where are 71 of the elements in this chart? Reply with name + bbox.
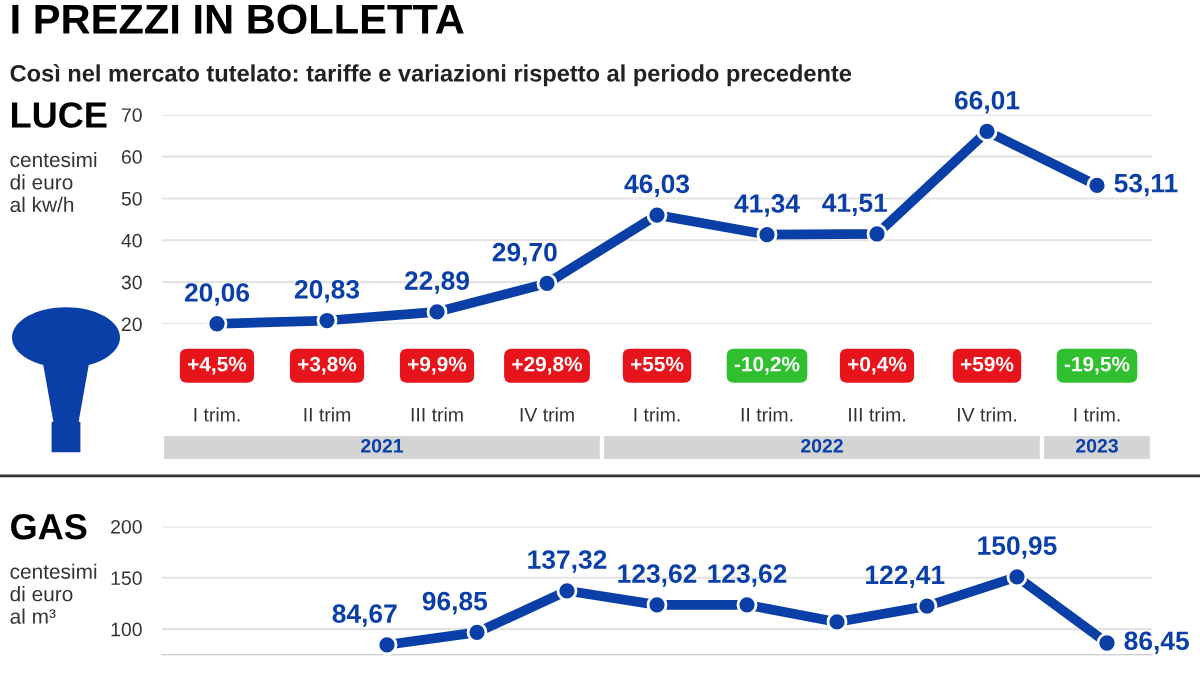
point: [736, 594, 758, 616]
point: [1086, 175, 1108, 196]
y-tick-label: 60: [121, 150, 142, 164]
x-tick-label: II trim.: [741, 407, 793, 422]
data-label: 96,85: [422, 591, 488, 615]
data-label: 86,45: [1124, 631, 1189, 654]
text: Così nel mercato tutelato: tariffe e variazioni rispetto al periodo precedente: [10, 64, 852, 87]
x-tick-label: I trim.: [1074, 407, 1120, 422]
data-label: 29,70: [492, 242, 557, 266]
point: [646, 594, 668, 616]
data-label: 20,06: [184, 283, 250, 306]
point: [316, 310, 338, 331]
data-label: 41,51: [822, 193, 888, 216]
x-tick-label: IV trim: [520, 407, 574, 422]
data-label: 150,95: [978, 536, 1057, 559]
point: [426, 301, 448, 323]
text: -10,2%: [734, 356, 800, 375]
y-tick-label: 20: [121, 317, 142, 332]
data-label: 66,01: [954, 90, 1020, 114]
point: [1096, 632, 1118, 654]
x-tick-label: II trim: [304, 407, 351, 422]
text: 2023: [1076, 438, 1118, 453]
point: [756, 224, 778, 246]
data-label: 46,03: [624, 174, 690, 198]
x-tick-label: III trim.: [849, 407, 905, 422]
text: 2021: [361, 438, 404, 453]
data-label: 137,32: [528, 550, 607, 573]
data-label: 123,62: [708, 564, 787, 587]
y-tick-label: 150: [111, 571, 142, 586]
chart-title: GAS: [11, 513, 87, 540]
point: [536, 272, 558, 294]
x-tick-label: III trim: [411, 407, 463, 422]
y-tick-label: 100: [111, 622, 142, 637]
text: I PREZZI IN BOLLETTA: [12, 4, 464, 34]
data-label: 123,62: [618, 564, 697, 587]
text: +55%: [630, 356, 684, 372]
point: [556, 580, 578, 602]
y-axis-title: centesimi di euro al m³: [10, 563, 97, 624]
data-label: 22,89: [404, 271, 470, 294]
y-tick-label: 40: [121, 233, 142, 248]
y-tick-label: 30: [121, 275, 142, 290]
text: +59%: [960, 356, 1014, 372]
y-tick-label: 50: [121, 191, 142, 206]
text: +9,9%: [408, 356, 467, 375]
point: [916, 595, 938, 617]
x-tick-label: IV trim.: [958, 407, 1017, 422]
point: [206, 313, 228, 335]
data-label: 84,67: [332, 604, 397, 627]
point: [866, 223, 888, 245]
data-label: 122,41: [866, 565, 945, 589]
y-tick-label: 70: [121, 108, 142, 122]
text: +4,5%: [188, 356, 247, 375]
text: 2022: [801, 438, 843, 453]
text: +0,4%: [848, 356, 907, 375]
point: [466, 621, 488, 643]
point: [376, 634, 398, 656]
data-label: 20,83: [294, 279, 360, 303]
text: -19,5%: [1064, 356, 1130, 375]
point: [646, 204, 668, 226]
data-label: 53,11: [1114, 173, 1178, 197]
point: [976, 121, 998, 142]
chart-title: LUCE: [12, 102, 107, 128]
point: [826, 611, 848, 633]
x-tick-label: I trim.: [634, 407, 680, 422]
text: +3,8%: [298, 356, 357, 375]
text: +29,8%: [512, 356, 583, 375]
y-tick-label: 200: [111, 519, 142, 534]
x-tick-label: I trim.: [194, 407, 240, 422]
point: [1006, 566, 1028, 588]
data-label: 41,34: [734, 194, 800, 217]
y-axis-title: centesimi di euro al kw/h: [10, 151, 97, 213]
